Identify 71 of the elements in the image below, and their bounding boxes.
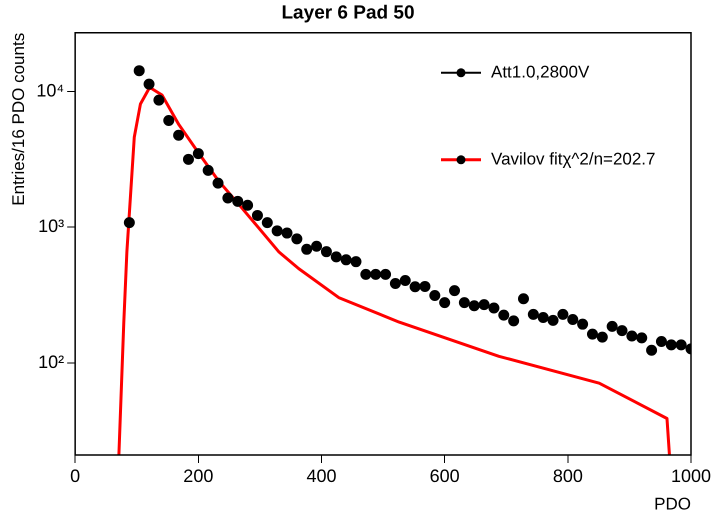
point (548, 314, 559, 326)
point (163, 115, 174, 126)
x-tick-label: 200 (183, 466, 214, 486)
point (577, 318, 588, 330)
y-axis-title: Entries/16 PDO counts (8, 32, 28, 206)
legend-label: Att1.0,2800V (491, 62, 590, 82)
point (282, 228, 293, 239)
point (606, 320, 618, 332)
point (646, 344, 658, 356)
point (153, 94, 164, 106)
point (380, 268, 392, 280)
x-tick-label: 800 (552, 466, 583, 486)
point (538, 312, 549, 324)
point (468, 300, 480, 312)
point (360, 268, 372, 280)
point (429, 290, 440, 301)
chart-title: Layer 6 Pad 50 (281, 2, 415, 24)
point (242, 200, 254, 211)
point (192, 148, 204, 160)
point (144, 78, 155, 90)
y-tick-label: 10³ (38, 216, 64, 236)
point (173, 130, 184, 141)
x-tick-label: 1000 (670, 466, 712, 486)
x-axis-title: PDO (654, 494, 691, 514)
point (557, 308, 568, 320)
point (676, 339, 687, 350)
point (596, 332, 608, 343)
point (330, 251, 342, 262)
point (124, 217, 135, 228)
point (449, 285, 460, 296)
point (350, 256, 362, 268)
legend-label: Vavilov fitχ^2/n=202.7 (491, 149, 656, 168)
point (616, 325, 628, 336)
point (656, 336, 667, 347)
point (390, 278, 401, 289)
point (340, 254, 352, 266)
point (202, 164, 214, 176)
point (301, 244, 312, 255)
point (232, 196, 244, 207)
point (419, 280, 430, 292)
point (626, 330, 638, 342)
point (182, 154, 194, 165)
point (478, 299, 490, 310)
point (636, 332, 648, 344)
point (518, 293, 529, 304)
point (212, 178, 224, 189)
point (488, 302, 500, 314)
point (320, 246, 332, 258)
x-tick-label: 600 (430, 466, 460, 486)
point (458, 297, 470, 308)
x-tick-label: 0 (70, 466, 80, 486)
point (528, 308, 539, 320)
point (410, 281, 421, 292)
point (222, 192, 234, 204)
point (252, 210, 263, 221)
y-tick-label: 10⁴ (36, 80, 64, 100)
point (666, 339, 677, 350)
point (498, 310, 510, 321)
y-tick-label: 10² (38, 352, 64, 372)
point (586, 328, 598, 340)
point (262, 217, 273, 228)
point (567, 314, 578, 325)
point (272, 225, 283, 236)
point (508, 315, 520, 326)
point (400, 274, 411, 286)
x-tick-label: 400 (306, 466, 337, 486)
point (370, 268, 382, 280)
point (311, 240, 322, 252)
point (439, 297, 450, 308)
point (291, 233, 302, 244)
point (134, 65, 145, 76)
